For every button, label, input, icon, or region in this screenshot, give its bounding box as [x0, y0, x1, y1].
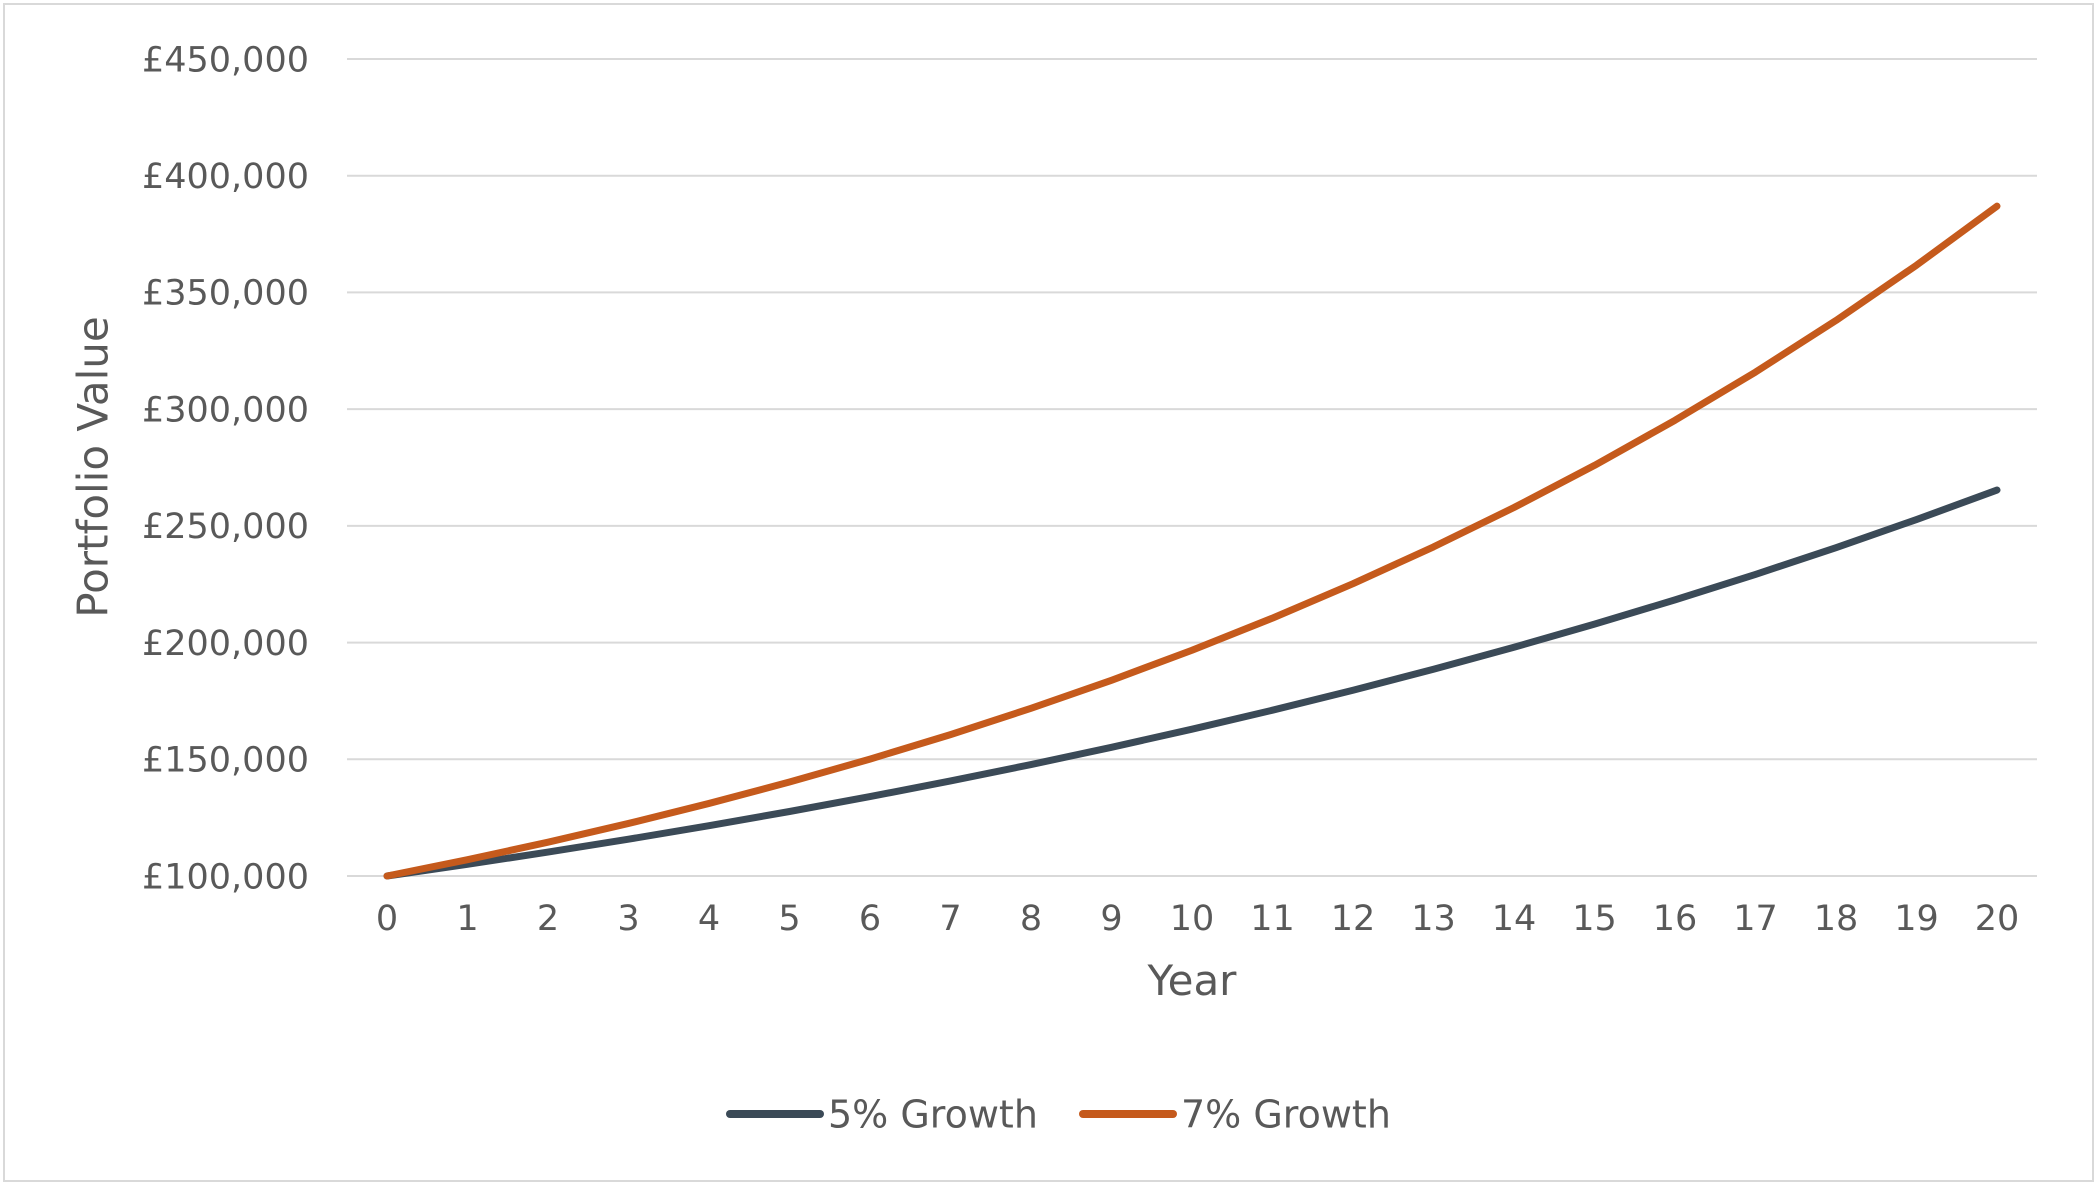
gridlines [347, 58, 2037, 877]
chart-frame: £100,000 £150,000 £200,000 £250,000 £300,000… [3, 3, 2094, 1182]
x-tick-label: 9 [1100, 899, 1122, 939]
y-tick-label: £100,000 [142, 857, 309, 897]
legend: 5% Growth 7% Growth [726, 1092, 1391, 1136]
x-tick-label: 2 [537, 899, 559, 939]
x-tick-label: 14 [1492, 899, 1537, 939]
x-tick-label: 17 [1733, 899, 1778, 939]
x-tick-label: 5 [778, 899, 800, 939]
y-tick-label: £400,000 [142, 157, 309, 197]
y-tick-label: £250,000 [142, 507, 309, 547]
x-tick-label: 4 [698, 899, 720, 939]
y-axis-title: Portfolio Value [69, 316, 118, 617]
x-tick-label: 10 [1170, 899, 1215, 939]
series-lines [383, 202, 2001, 880]
line-chart: £100,000 £150,000 £200,000 £250,000 £300,000… [69, 40, 2037, 1136]
x-axis-tick-labels: 0 1 2 3 4 5 6 7 8 9 10 11 12 13 14 15 16 17 18 19 20 [376, 899, 2019, 939]
x-tick-label: 16 [1653, 899, 1698, 939]
x-axis-title: Year [1147, 956, 1238, 1005]
x-tick-label: 6 [859, 899, 881, 939]
series-line [383, 486, 2001, 880]
y-tick-label: £150,000 [142, 741, 309, 781]
legend-label: 5% Growth [828, 1092, 1038, 1136]
x-tick-label: 13 [1411, 899, 1456, 939]
y-axis-tick-labels: £100,000 £150,000 £200,000 £250,000 £300,000… [142, 40, 309, 897]
x-tick-label: 0 [376, 899, 398, 939]
x-tick-label: 8 [1020, 899, 1042, 939]
x-tick-label: 11 [1250, 899, 1295, 939]
x-tick-label: 18 [1814, 899, 1859, 939]
x-tick-label: 15 [1572, 899, 1617, 939]
y-tick-label: £300,000 [142, 390, 309, 430]
series-line [383, 202, 2001, 880]
x-tick-label: 7 [939, 899, 961, 939]
y-tick-label: £200,000 [142, 624, 309, 664]
legend-label: 7% Growth [1181, 1092, 1391, 1136]
x-tick-label: 20 [1975, 899, 2020, 939]
y-tick-label: £450,000 [142, 40, 309, 80]
y-tick-label: £350,000 [142, 274, 309, 314]
x-tick-label: 3 [617, 899, 639, 939]
x-tick-label: 12 [1331, 899, 1376, 939]
x-tick-label: 1 [456, 899, 478, 939]
x-tick-label: 19 [1894, 899, 1939, 939]
